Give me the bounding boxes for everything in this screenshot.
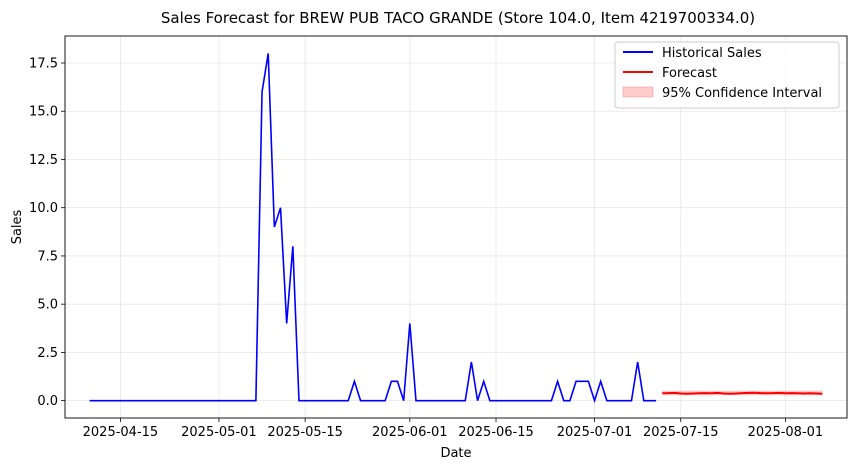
y-tick-label: 0.0 xyxy=(37,394,58,409)
plot-frame xyxy=(64,35,848,419)
y-tick-label: 12.5 xyxy=(29,153,58,168)
legend-historical-label: Historical Sales xyxy=(662,46,762,61)
legend-ci-label: 95% Confidence Interval xyxy=(662,86,822,101)
x-tick-label: 2025-08-01 xyxy=(748,425,824,440)
x-axis-label: Date xyxy=(440,446,471,461)
y-tick-label: 10.0 xyxy=(29,201,58,216)
x-tick-label: 2025-06-01 xyxy=(372,425,448,440)
x-tick-label: 2025-06-15 xyxy=(458,425,534,440)
x-axis-ticks: 2025-04-15 2025-05-01 2025-05-15 2025-06-01… xyxy=(83,418,824,440)
x-tick-label: 2025-04-15 xyxy=(83,425,159,440)
x-tick-label: 2025-05-15 xyxy=(267,425,343,440)
y-axis-label: Sales xyxy=(10,209,25,244)
series-layer xyxy=(89,53,823,404)
y-tick-label: 17.5 xyxy=(29,57,58,72)
x-tick-label: 2025-07-15 xyxy=(643,425,719,440)
y-axis-ticks: 0.0 2.5 5.0 7.5 10.0 12.5 15.0 17.5 xyxy=(29,57,65,409)
historical-sales-line xyxy=(89,53,657,404)
legend-box xyxy=(614,41,840,109)
y-tick-label: 15.0 xyxy=(29,105,58,120)
legend-ci-swatch xyxy=(622,86,654,98)
legend-forecast-label: Forecast xyxy=(662,66,717,81)
chart-legend: Historical Sales Forecast 95% Confidence… xyxy=(614,41,840,109)
x-tick-label: 2025-07-01 xyxy=(557,425,633,440)
y-tick-label: 2.5 xyxy=(37,346,58,361)
chart-title: Sales Forecast for BREW PUB TACO GRANDE … xyxy=(161,9,755,27)
forecast-line xyxy=(662,391,823,395)
x-tick-label: 2025-05-01 xyxy=(181,425,257,440)
y-tick-label: 7.5 xyxy=(37,249,58,264)
y-tick-label: 5.0 xyxy=(37,298,58,313)
